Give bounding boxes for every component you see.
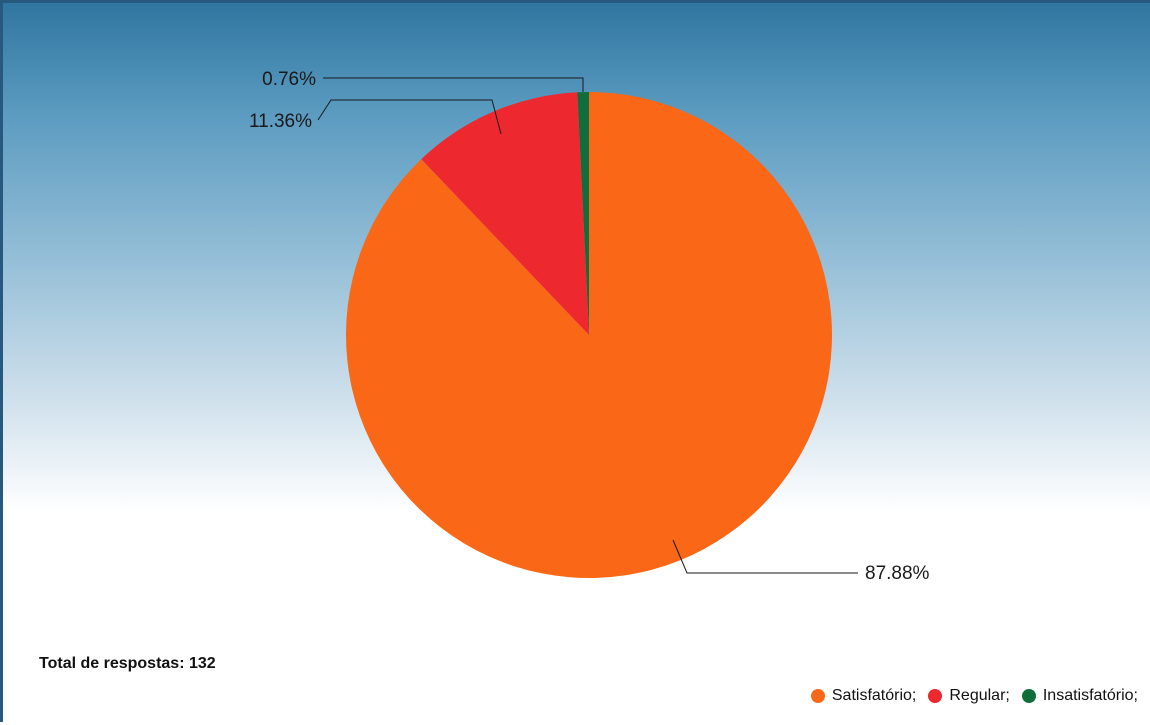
pie-labels: 87.88% 11.36% 0.76%	[249, 69, 930, 584]
legend-item[interactable]: Insatisfatório;	[1021, 687, 1138, 705]
legend-marker-icon	[810, 689, 825, 703]
legend-label: Regular;	[949, 687, 1010, 704]
pie-slices	[345, 92, 832, 578]
pie-slice[interactable]	[577, 92, 589, 335]
legend-marker-icon	[928, 689, 943, 703]
slice-data-label: 87.88%	[865, 563, 930, 584]
label-leader-line	[323, 77, 584, 92]
legend-item[interactable]: Regular;	[928, 687, 1010, 705]
legend-marker-icon	[1021, 689, 1036, 703]
legend-item[interactable]: Satisfatório;	[810, 687, 917, 705]
label-leader-line	[317, 99, 502, 135]
slice-data-label: 11.36%	[249, 111, 312, 132]
pie-chart: 87.88% 11.36% 0.76%	[249, 69, 930, 584]
chart-legend: Satisfatório; Regular; Insatisfatório;	[810, 687, 1138, 705]
legend-label: Satisfatório;	[831, 687, 917, 704]
pie-slice[interactable]	[345, 92, 832, 578]
total-responses: Total de respostas: 132	[39, 655, 216, 672]
label-leader-line	[672, 539, 858, 574]
legend-label: Insatisfatório;	[1042, 687, 1138, 704]
slice-data-label: 0.76%	[262, 69, 316, 90]
pie-slice[interactable]	[421, 92, 589, 335]
